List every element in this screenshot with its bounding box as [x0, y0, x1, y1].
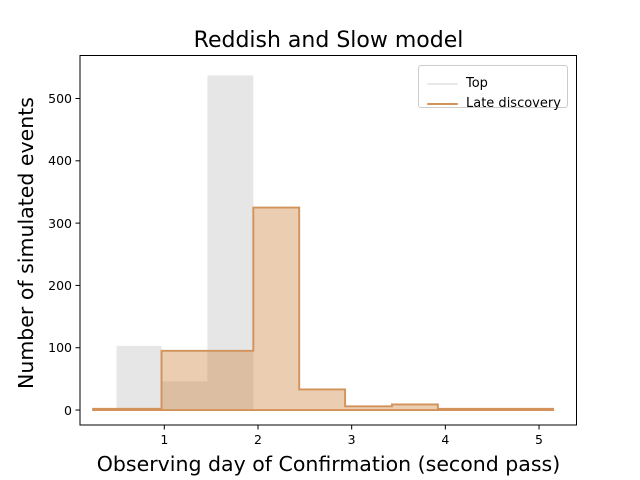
x-axis-label: Observing day of Confirmation (second pa… [55, 451, 602, 477]
legend-label-top: Top [466, 74, 488, 94]
legend-line-sample-top [427, 83, 458, 85]
y-tick-label: 300 [30, 216, 72, 231]
y-tick-label: 100 [30, 340, 72, 355]
legend-item-top: Top [419, 74, 567, 94]
x-tick-label: 1 [144, 432, 184, 447]
legend-item-late-discovery: Late discovery [419, 94, 567, 114]
y-tick-label: 500 [30, 91, 72, 106]
y-tick-label: 200 [30, 278, 72, 293]
legend-line-sample-late-discovery [427, 103, 458, 106]
legend-label-late-discovery: Late discovery [466, 94, 561, 114]
x-tick-label: 5 [519, 432, 559, 447]
legend: Top Late discovery [418, 65, 568, 108]
x-tick-label: 3 [332, 432, 372, 447]
x-tick-label: 4 [425, 432, 465, 447]
x-tick-label: 2 [238, 432, 278, 447]
late-discovery-step [93, 208, 553, 411]
y-tick-label: 400 [30, 153, 72, 168]
y-tick-label: 0 [30, 403, 72, 418]
figure-canvas: Reddish and Slow model Number of simulat… [0, 0, 640, 480]
top-histogram-bar [117, 346, 162, 410]
